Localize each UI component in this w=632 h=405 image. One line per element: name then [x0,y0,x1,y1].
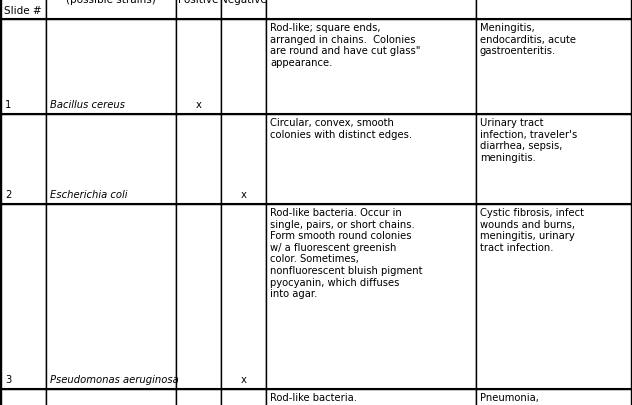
Text: 2: 2 [5,190,11,200]
Bar [176,114,221,204]
Text: Pseudomonas aeruginosa: Pseudomonas aeruginosa [50,375,179,385]
Bar [476,0,631,19]
Bar [176,204,221,389]
Bar [221,114,266,204]
Bar [46,0,176,19]
Bar [476,389,631,405]
Text: Rod-like; square ends,
arranged in chains.  Colonies
are round and have cut glas: Rod-like; square ends, arranged in chain… [270,23,420,68]
Bar [266,389,476,405]
Bar [476,19,631,114]
Text: Gram
Positive: Gram Positive [178,0,219,5]
Bar [1,114,46,204]
Bar [1,389,46,405]
Text: Rod-like bacteria.: Rod-like bacteria. [270,393,357,403]
Bar [221,389,266,405]
Bar [176,389,221,405]
Bar [1,19,46,114]
Bar [221,19,266,114]
Text: Urinary tract
infection, traveler's
diarrhea, sepsis,
meningitis.: Urinary tract infection, traveler's diar… [480,118,577,163]
Bar [476,114,631,204]
Text: Slide #: Slide # [4,6,42,16]
Text: Pneumonia,
bacteremia, and
endocarditis.: Pneumonia, bacteremia, and endocarditis. [480,393,562,405]
Bar [46,389,176,405]
Bar [266,114,476,204]
Bar [266,0,476,19]
Text: Cystic fibrosis, infect
wounds and burns,
meningitis, urinary
tract infection.: Cystic fibrosis, infect wounds and burns… [480,208,584,253]
Bar [176,0,221,19]
Text: 1: 1 [5,100,11,110]
Text: Gram
Negative: Gram Negative [220,0,267,5]
Bar [266,204,476,389]
Bar [46,19,176,114]
Text: x: x [241,375,246,385]
Bar [476,204,631,389]
Bar [176,19,221,114]
Text: Bacterial Nomenclature
(possible strains): Bacterial Nomenclature (possible strains… [49,0,173,5]
Text: x: x [195,100,202,110]
Text: Rod-like bacteria. Occur in
single, pairs, or short chains.
Form smooth round co: Rod-like bacteria. Occur in single, pair… [270,208,423,299]
Text: 3: 3 [5,375,11,385]
Bar [221,204,266,389]
Bar [46,114,176,204]
Text: Meningitis,
endocarditis, acute
gastroenteritis.: Meningitis, endocarditis, acute gastroen… [480,23,576,56]
Bar [46,204,176,389]
Text: Escherichia coli: Escherichia coli [50,190,128,200]
Text: Circular, convex, smooth
colonies with distinct edges.: Circular, convex, smooth colonies with d… [270,118,412,140]
Text: x: x [241,190,246,200]
Bar [1,204,46,389]
Bar [1,0,46,19]
Bar [266,19,476,114]
Bar [221,0,266,19]
Text: Bacillus cereus: Bacillus cereus [50,100,125,110]
